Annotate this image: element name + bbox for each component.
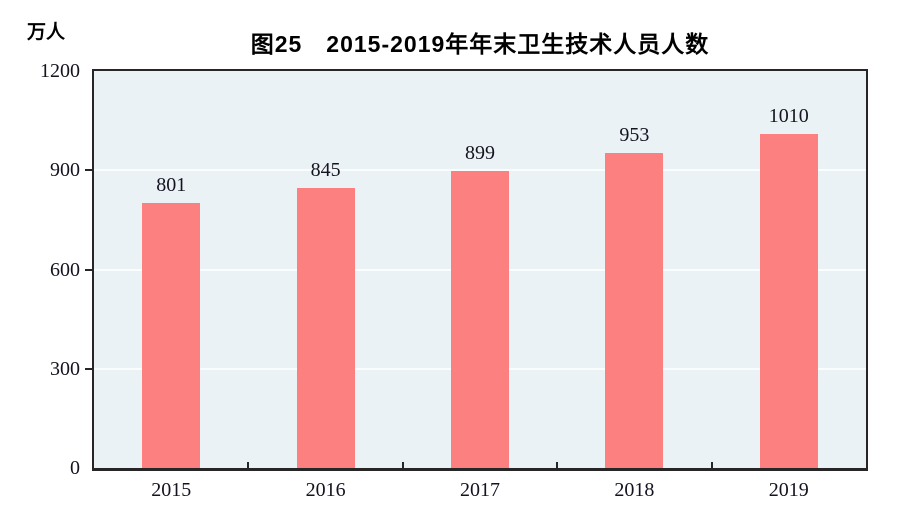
y-axis-tick-label-1200: 1200 bbox=[40, 60, 80, 82]
bar-2019 bbox=[759, 133, 818, 468]
y-axis-tick-mark-900 bbox=[85, 169, 92, 172]
bar-2017 bbox=[451, 170, 509, 468]
x-axis-label-2018: 2018 bbox=[614, 479, 655, 501]
bar-2018 bbox=[605, 152, 664, 468]
bar-value-label-2015: 801 bbox=[156, 174, 187, 197]
x-axis-label-2016: 2016 bbox=[305, 479, 346, 501]
bar-2016 bbox=[296, 188, 355, 468]
bar-2015 bbox=[142, 203, 201, 468]
gridline-900 bbox=[94, 169, 866, 172]
x-axis-tick bbox=[710, 462, 713, 468]
y-axis-unit-label: 万人 bbox=[27, 22, 66, 43]
bar-value-label-2019: 1010 bbox=[768, 104, 809, 127]
x-axis-label-2015: 2015 bbox=[151, 479, 192, 501]
chart-title: 图25 2015-2019年年末卫生技术人员人数 bbox=[250, 31, 710, 57]
x-axis-tick bbox=[401, 462, 404, 468]
y-axis-tick-label-300: 300 bbox=[50, 357, 80, 380]
x-axis-label-2019: 2019 bbox=[768, 479, 809, 501]
x-axis-tick bbox=[247, 462, 250, 468]
y-axis-tick-label-600: 600 bbox=[50, 258, 80, 281]
x-axis-label-2017: 2017 bbox=[460, 479, 500, 501]
bar-value-label-2017: 899 bbox=[465, 141, 495, 164]
bar-value-label-2016: 845 bbox=[310, 159, 341, 182]
bar-value-label-2018: 953 bbox=[619, 123, 650, 146]
x-axis-tick bbox=[556, 462, 559, 468]
y-axis-tick-label-0: 0 bbox=[70, 457, 80, 479]
y-axis-tick-label-900: 900 bbox=[50, 159, 80, 182]
plot-area: 801 845 899 953 1010 bbox=[92, 69, 868, 471]
y-axis-tick-mark-300 bbox=[85, 367, 92, 370]
y-axis-tick-mark-600 bbox=[85, 268, 92, 271]
